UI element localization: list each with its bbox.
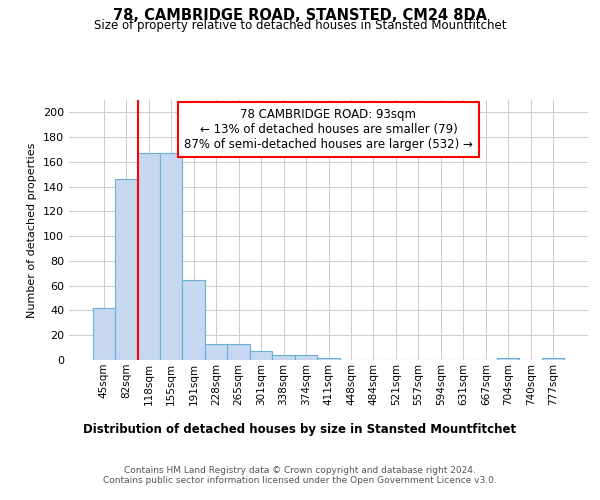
Bar (250, 352, 272, 360)
Text: Distribution of detached houses by size in Stansted Mountfitchet: Distribution of detached houses by size … (83, 422, 517, 436)
Bar (272, 355, 295, 360)
Bar (295, 355, 317, 360)
Bar (115, 179, 137, 360)
Bar (542, 358, 565, 360)
Text: Contains HM Land Registry data © Crown copyright and database right 2024.: Contains HM Land Registry data © Crown c… (124, 466, 476, 475)
Bar (92, 308, 115, 360)
Bar (497, 358, 520, 360)
Text: 78, CAMBRIDGE ROAD, STANSTED, CM24 8DA: 78, CAMBRIDGE ROAD, STANSTED, CM24 8DA (113, 8, 487, 22)
Bar (160, 153, 182, 360)
Y-axis label: Number of detached properties: Number of detached properties (28, 142, 37, 318)
Bar (227, 344, 250, 360)
Bar (317, 358, 340, 360)
Text: Size of property relative to detached houses in Stansted Mountfitchet: Size of property relative to detached ho… (94, 19, 506, 32)
Text: 78 CAMBRIDGE ROAD: 93sqm
← 13% of detached houses are smaller (79)
87% of semi-d: 78 CAMBRIDGE ROAD: 93sqm ← 13% of detach… (184, 108, 473, 151)
Bar (137, 153, 160, 360)
Bar (182, 280, 205, 360)
Bar (205, 344, 227, 360)
Text: Contains public sector information licensed under the Open Government Licence v3: Contains public sector information licen… (103, 476, 497, 485)
